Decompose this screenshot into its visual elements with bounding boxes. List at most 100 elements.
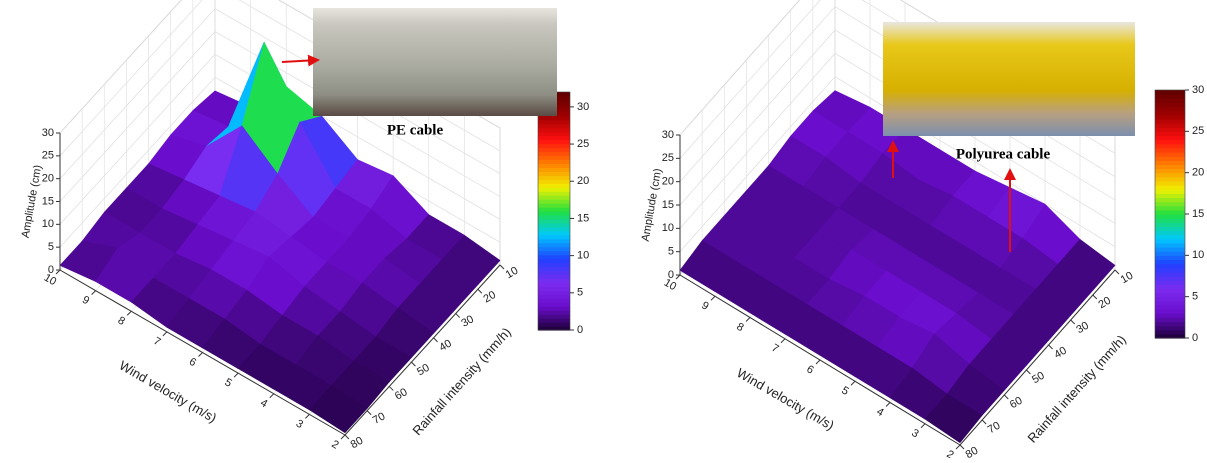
x-tick-label: 8 — [734, 321, 745, 334]
x-tick — [850, 380, 856, 386]
colorbar-tick-label: 0 — [577, 324, 583, 336]
colorbar-step — [538, 298, 570, 303]
colorbar-step — [538, 199, 570, 204]
y-tick-label: 20 — [482, 289, 499, 306]
colorbar-step — [1155, 168, 1185, 174]
colorbar-step — [1155, 242, 1185, 248]
colorbar-step — [538, 115, 570, 121]
colorbar-tick-label: 20 — [1192, 167, 1204, 179]
colorbar-step — [1155, 280, 1185, 285]
z-tick-label: 30 — [42, 127, 54, 139]
colorbar-tick-label: 10 — [1192, 249, 1204, 261]
colorbar-step — [1155, 135, 1185, 141]
colorbar-step — [538, 123, 570, 129]
colorbar-step — [538, 282, 570, 287]
y-tick — [959, 444, 965, 450]
z-tick-label: 10 — [662, 222, 674, 234]
y-tick — [1048, 344, 1053, 350]
colorbar-step — [1155, 127, 1185, 132]
y-tick-label: 40 — [1052, 345, 1069, 362]
colorbar-step — [538, 230, 570, 236]
colorbar-step — [1155, 276, 1185, 281]
colorbar-tick-label: 10 — [577, 250, 589, 262]
x-tick-label: 2 — [329, 438, 340, 451]
x-tick-label: 2 — [944, 448, 955, 458]
z-tick-label: 25 — [42, 150, 54, 162]
x-tick-label: 9 — [80, 294, 91, 307]
surface-cell — [308, 385, 368, 434]
colorbar-step — [538, 262, 570, 268]
colorbar-step — [538, 139, 570, 145]
colorbar-tick-label: 0 — [1192, 332, 1198, 344]
colorbar-step — [538, 131, 570, 137]
colorbar-step — [538, 203, 570, 208]
colorbar-step — [1155, 247, 1185, 252]
z-tick-label: 20 — [662, 176, 674, 188]
colorbar-step — [1155, 218, 1185, 223]
colorbar-step — [538, 270, 570, 276]
colorbar-step — [538, 222, 570, 228]
colorbar-step — [1155, 288, 1185, 294]
colorbar-step — [538, 266, 570, 272]
colorbar-step — [1155, 147, 1185, 153]
colorbar-step — [1155, 267, 1185, 273]
colorbar-step — [1155, 201, 1185, 207]
colorbar-step — [1155, 255, 1185, 261]
annotation: PE cable — [387, 122, 444, 138]
colorbar-step — [538, 151, 570, 157]
colorbar-step — [1155, 271, 1185, 277]
x-tick-label: 5 — [839, 384, 850, 397]
y-tick — [433, 337, 438, 343]
colorbar-step — [1155, 309, 1185, 314]
colorbar-step — [538, 195, 570, 200]
colorbar-step — [538, 187, 570, 192]
x-tick-label: 6 — [804, 363, 815, 376]
x-tick-label: 7 — [151, 335, 162, 348]
colorbar-step — [1155, 321, 1185, 327]
colorbar-step — [538, 191, 570, 196]
y-tick-label: 80 — [964, 445, 981, 458]
colorbar-tick-label: 5 — [1192, 291, 1198, 303]
z-tick-label: 25 — [662, 152, 674, 164]
colorbar-step — [538, 318, 570, 323]
arrow — [281, 54, 320, 67]
x-tick-label: 4 — [874, 406, 885, 419]
colorbar-tick-label: 5 — [577, 287, 583, 299]
y-tick — [981, 419, 987, 425]
y-tick — [1026, 369, 1031, 375]
colorbar-step — [538, 310, 570, 315]
x-tick — [885, 402, 891, 407]
colorbar-step — [1155, 329, 1185, 335]
y-tick-label: 70 — [986, 420, 1003, 437]
x-tick-label: 3 — [294, 418, 305, 431]
chart: 05101520253010987654321020304050607080Wi… — [20, 0, 589, 452]
z-tick-label: 5 — [48, 241, 54, 253]
colorbar-step — [538, 163, 570, 168]
x-tick — [269, 393, 275, 399]
colorbar-step — [538, 147, 570, 153]
x-tick — [675, 274, 681, 280]
y-tick-label: 10 — [1119, 270, 1136, 287]
colorbar-step — [538, 242, 570, 248]
cable-photo — [883, 22, 1135, 136]
colorbar-step — [1155, 197, 1185, 203]
colorbar-step — [538, 258, 570, 264]
colorbar-step — [1155, 292, 1185, 298]
surface-cell — [924, 393, 983, 444]
colorbar-step — [1155, 143, 1185, 149]
colorbar-step — [1155, 156, 1185, 161]
colorbar-step — [538, 167, 570, 172]
colorbar-tick-label: 15 — [577, 212, 589, 224]
colorbar-step — [1155, 102, 1185, 108]
colorbar-step — [1155, 152, 1185, 157]
z-axis-title: Amplitude (cm) — [20, 164, 45, 239]
colorbar-step — [538, 143, 570, 149]
x-tick — [126, 310, 132, 316]
colorbar-step — [538, 159, 570, 164]
colorbar-step — [538, 306, 570, 311]
colorbar-step — [538, 286, 570, 291]
colorbar-step — [538, 254, 570, 260]
colorbar-step — [1155, 90, 1185, 95]
y-tick-label: 80 — [349, 435, 366, 452]
y-tick-label: 50 — [1030, 370, 1047, 387]
